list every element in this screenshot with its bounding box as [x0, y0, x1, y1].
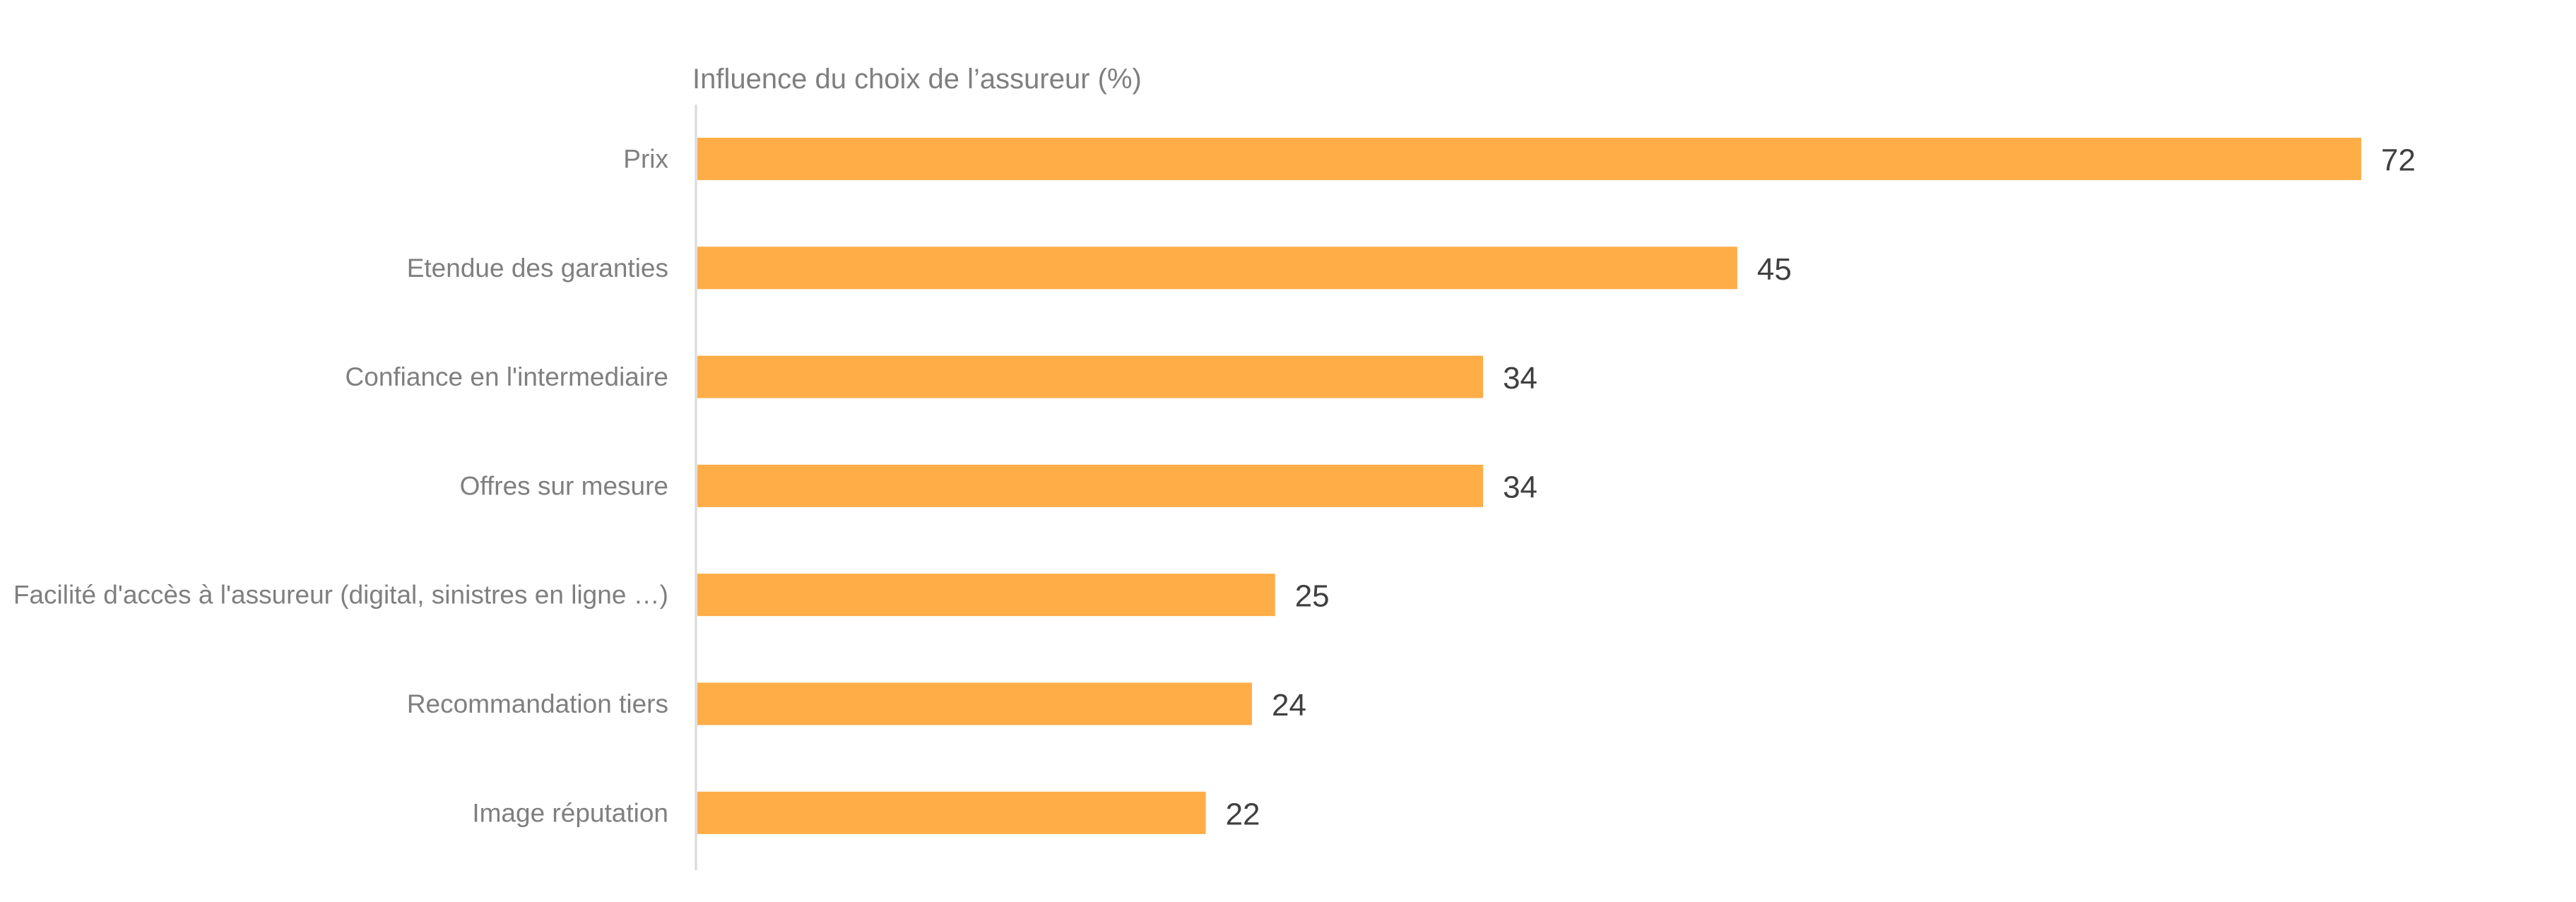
category-label: Recommandation tiers — [407, 689, 668, 718]
bar — [697, 791, 1206, 834]
bars-layer: Prix 72 Etendue des garanties 45 Confiance e… — [13, 138, 2416, 834]
value-label: 34 — [1503, 470, 1537, 504]
bar — [697, 464, 1484, 507]
category-label: Facilité d'accès à l'assureur (digital, … — [13, 581, 668, 610]
category-label: Offres sur mesure — [460, 471, 668, 500]
category-label: Prix — [623, 145, 668, 174]
value-label: 34 — [1503, 361, 1537, 396]
value-label: 45 — [1757, 252, 1792, 287]
bar — [697, 574, 1275, 617]
bar — [697, 355, 1484, 398]
bar — [697, 247, 1737, 290]
bar — [697, 138, 2361, 180]
value-label: 22 — [1226, 797, 1260, 831]
category-label: Confiance en l'intermediaire — [345, 362, 668, 391]
value-label: 24 — [1272, 688, 1306, 723]
chart-title: Influence du choix de l’assureur (%) — [692, 64, 1142, 95]
bar — [697, 682, 1252, 725]
category-label: Etendue des garanties — [407, 254, 668, 283]
category-label: Image réputation — [472, 798, 668, 827]
value-label: 72 — [2381, 143, 2416, 178]
value-label: 25 — [1295, 579, 1330, 614]
